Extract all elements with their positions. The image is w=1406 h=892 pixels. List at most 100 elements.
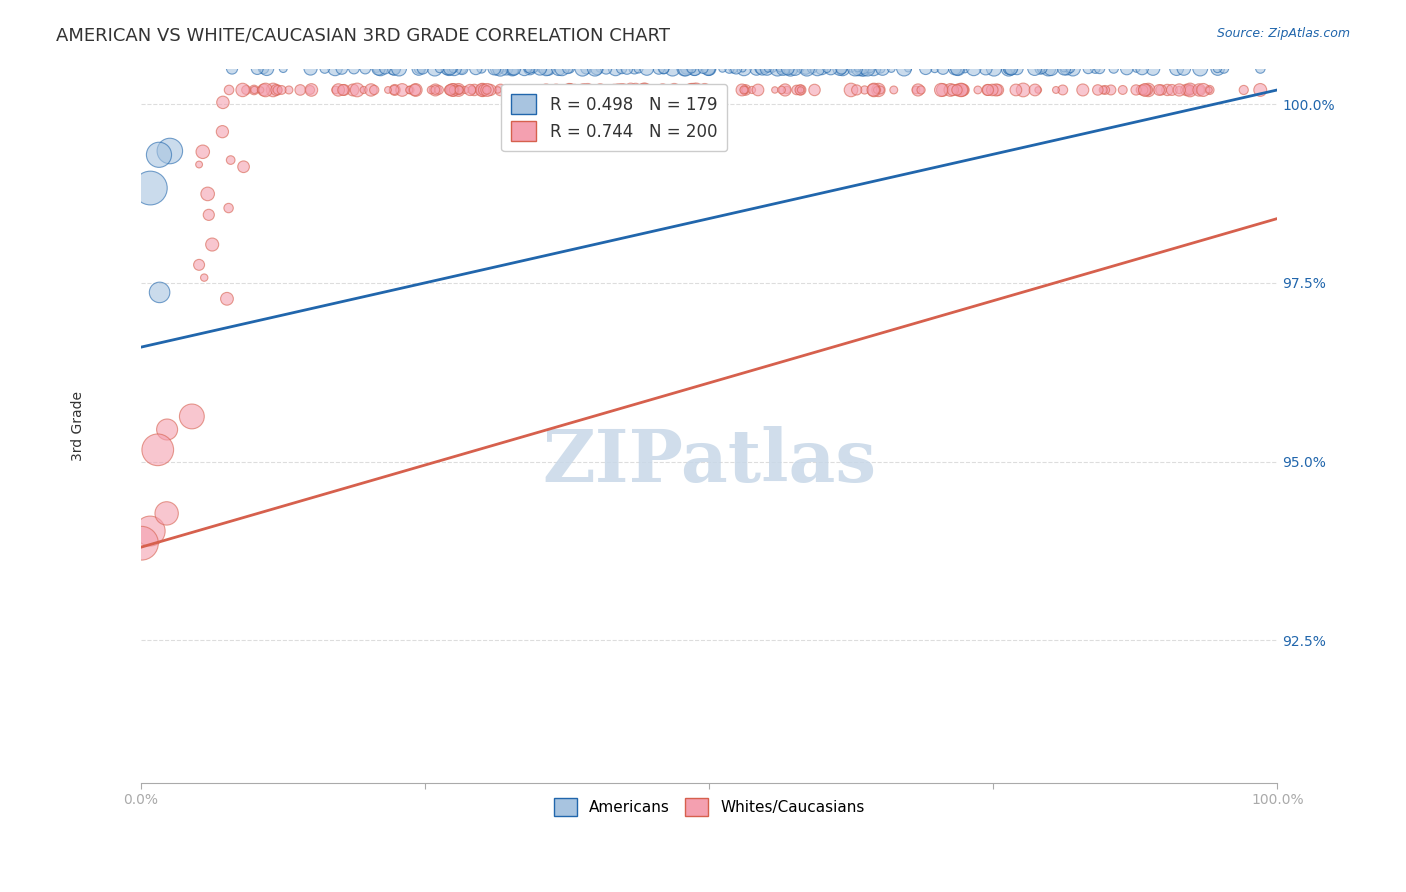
Point — [621, 83, 644, 97]
Point — [880, 62, 903, 76]
Point — [558, 62, 581, 76]
Point — [949, 83, 972, 97]
Point — [485, 62, 508, 76]
Point — [1192, 83, 1215, 97]
Point — [942, 83, 965, 97]
Point — [631, 83, 654, 97]
Point — [522, 62, 544, 76]
Point — [772, 62, 794, 76]
Point — [634, 83, 657, 97]
Point — [897, 62, 920, 76]
Point — [333, 83, 356, 97]
Point — [869, 62, 891, 76]
Point — [820, 62, 842, 76]
Point — [1059, 62, 1081, 76]
Text: Source: ZipAtlas.com: Source: ZipAtlas.com — [1216, 27, 1350, 40]
Point — [675, 62, 697, 76]
Point — [447, 83, 470, 97]
Point — [557, 62, 579, 76]
Point — [613, 83, 636, 97]
Point — [1178, 83, 1201, 97]
Point — [862, 62, 884, 76]
Point — [399, 83, 422, 97]
Point — [489, 62, 512, 76]
Point — [617, 83, 640, 97]
Point — [266, 83, 288, 97]
Point — [367, 62, 389, 76]
Point — [443, 83, 465, 97]
Point — [531, 62, 554, 76]
Point — [1206, 62, 1229, 76]
Point — [731, 62, 754, 76]
Point — [463, 83, 485, 97]
Point — [1031, 62, 1053, 76]
Point — [475, 83, 498, 97]
Point — [495, 62, 517, 76]
Point — [1125, 83, 1147, 97]
Point — [1088, 62, 1111, 76]
Point — [704, 83, 727, 97]
Point — [755, 62, 778, 76]
Point — [398, 83, 420, 97]
Point — [766, 62, 789, 76]
Point — [1249, 83, 1271, 97]
Point — [683, 62, 706, 76]
Point — [491, 62, 513, 76]
Point — [201, 237, 224, 252]
Point — [243, 83, 266, 97]
Point — [763, 83, 786, 97]
Point — [796, 62, 818, 76]
Point — [623, 62, 645, 76]
Point — [1115, 62, 1137, 76]
Point — [977, 83, 1000, 97]
Point — [806, 62, 828, 76]
Point — [1189, 62, 1212, 76]
Point — [423, 62, 446, 76]
Point — [697, 62, 720, 76]
Point — [489, 83, 512, 97]
Point — [733, 62, 755, 76]
Point — [149, 285, 172, 300]
Point — [572, 83, 595, 97]
Point — [953, 62, 976, 76]
Legend: Americans, Whites/Caucasians: Americans, Whites/Caucasians — [544, 789, 873, 825]
Point — [733, 83, 755, 97]
Point — [454, 83, 477, 97]
Point — [146, 442, 169, 457]
Point — [447, 83, 470, 97]
Point — [831, 62, 853, 76]
Point — [586, 83, 609, 97]
Point — [1206, 62, 1229, 76]
Point — [342, 83, 364, 97]
Point — [198, 208, 221, 222]
Point — [664, 83, 686, 97]
Point — [1052, 83, 1074, 97]
Point — [405, 83, 427, 97]
Point — [266, 83, 288, 97]
Point — [862, 83, 884, 97]
Point — [439, 62, 461, 76]
Point — [605, 62, 627, 76]
Point — [589, 83, 612, 97]
Point — [1173, 62, 1195, 76]
Point — [863, 83, 886, 97]
Point — [748, 62, 770, 76]
Point — [374, 62, 396, 76]
Point — [1213, 62, 1236, 76]
Point — [325, 83, 347, 97]
Point — [872, 62, 894, 76]
Point — [1125, 62, 1147, 76]
Point — [1129, 83, 1152, 97]
Point — [501, 62, 523, 76]
Point — [534, 62, 557, 76]
Point — [574, 83, 596, 97]
Point — [156, 507, 179, 521]
Point — [218, 83, 240, 97]
Point — [1249, 62, 1271, 76]
Point — [346, 83, 368, 97]
Point — [408, 62, 430, 76]
Point — [290, 83, 312, 97]
Point — [682, 83, 704, 97]
Point — [755, 62, 778, 76]
Point — [314, 62, 336, 76]
